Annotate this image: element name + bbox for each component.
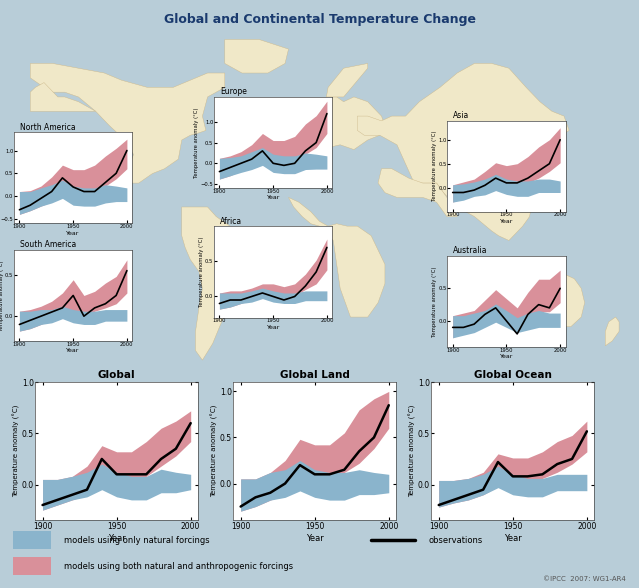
Text: North America: North America	[20, 122, 75, 132]
Polygon shape	[327, 64, 367, 97]
FancyBboxPatch shape	[13, 531, 51, 549]
Polygon shape	[543, 135, 564, 159]
Y-axis label: Temperature anomaly (°C): Temperature anomaly (°C)	[211, 405, 219, 497]
X-axis label: Year: Year	[500, 354, 513, 359]
Title: Global Ocean: Global Ocean	[474, 370, 551, 380]
X-axis label: Year: Year	[306, 533, 323, 543]
X-axis label: Year: Year	[66, 348, 80, 353]
Polygon shape	[605, 317, 619, 346]
Text: ©IPCC  2007: WG1-AR4: ©IPCC 2007: WG1-AR4	[544, 576, 626, 582]
Text: Africa: Africa	[220, 216, 242, 226]
Y-axis label: Temperature anomaly (°C): Temperature anomaly (°C)	[194, 108, 199, 178]
Polygon shape	[302, 97, 385, 149]
Text: Asia: Asia	[453, 111, 470, 120]
Polygon shape	[357, 64, 569, 240]
Polygon shape	[30, 82, 96, 111]
Polygon shape	[181, 207, 237, 360]
X-axis label: Year: Year	[108, 533, 125, 543]
Y-axis label: Temperature anomaly (°C): Temperature anomaly (°C)	[0, 260, 4, 330]
X-axis label: Year: Year	[266, 325, 280, 330]
FancyBboxPatch shape	[13, 557, 51, 575]
Polygon shape	[30, 64, 225, 183]
Y-axis label: Temperature anomaly (°C): Temperature anomaly (°C)	[432, 266, 437, 336]
Y-axis label: Temperature anomaly (°C): Temperature anomaly (°C)	[199, 237, 204, 307]
Text: Europe: Europe	[220, 87, 247, 96]
Text: Global and Continental Temperature Change: Global and Continental Temperature Chang…	[164, 13, 475, 26]
Y-axis label: Temperature anomaly (°C): Temperature anomaly (°C)	[432, 131, 437, 201]
Title: Global Land: Global Land	[280, 370, 350, 380]
Y-axis label: Temperature anomaly (°C): Temperature anomaly (°C)	[409, 405, 417, 497]
Text: models using only natural forcings: models using only natural forcings	[64, 536, 210, 544]
Polygon shape	[288, 198, 385, 317]
X-axis label: Year: Year	[66, 230, 80, 236]
Text: South America: South America	[20, 240, 76, 249]
Polygon shape	[225, 39, 288, 73]
Polygon shape	[378, 169, 458, 216]
Polygon shape	[512, 265, 585, 326]
Text: models using both natural and anthropogenic forcings: models using both natural and anthropoge…	[64, 562, 293, 570]
X-axis label: Year: Year	[504, 533, 521, 543]
X-axis label: Year: Year	[500, 219, 513, 224]
X-axis label: Year: Year	[266, 195, 280, 201]
Title: Global: Global	[98, 370, 135, 380]
Y-axis label: Temperature anomaly (°C): Temperature anomaly (°C)	[13, 405, 20, 497]
Text: observations: observations	[428, 536, 482, 544]
Text: Australia: Australia	[453, 246, 488, 255]
